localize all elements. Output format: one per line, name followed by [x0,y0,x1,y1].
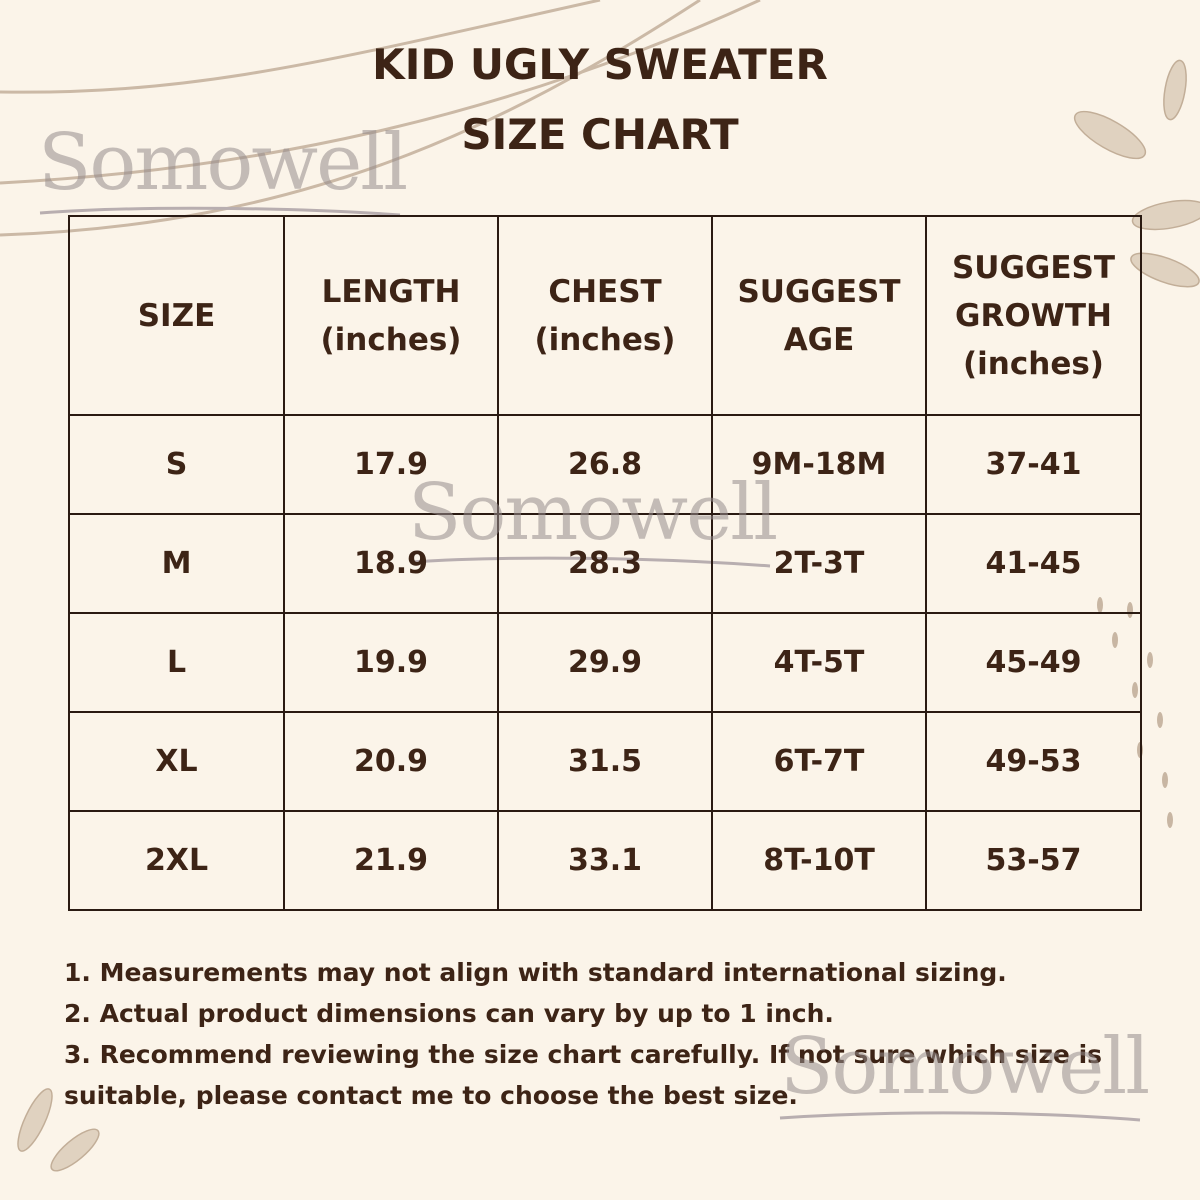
title-line-2: SIZE CHART [461,110,739,159]
cell-chest: 28.3 [497,513,713,614]
cell-growth: 41-45 [925,513,1142,614]
cell-growth: 49-53 [925,711,1142,812]
header-growth: SUGGEST GROWTH (inches) [925,215,1142,416]
cell-chest: 31.5 [497,711,713,812]
cell-length: 20.9 [283,711,499,812]
cell-size: S [68,414,285,515]
cell-size: 2XL [68,810,285,911]
cell-length: 21.9 [283,810,499,911]
cell-size: L [68,612,285,713]
table-row: M 18.9 28.3 2T-3T 41-45 [68,513,1142,614]
notes: 1. Measurements may not align with stand… [64,952,1154,1116]
note-3: 3. Recommend reviewing the size chart ca… [64,1040,1103,1110]
cell-size: M [68,513,285,614]
watermark: Somowell [408,468,778,558]
note-1: 1. Measurements may not align with stand… [64,958,1007,987]
cell-growth: 37-41 [925,414,1142,515]
size-table: SIZE LENGTH (inches) CHEST (inches) SUGGES… [68,215,1142,911]
cell-age: 9M-18M [711,414,927,515]
header-length: LENGTH (inches) [283,215,499,416]
header-age: SUGGEST AGE [711,215,927,416]
table-row: L 19.9 29.9 4T-5T 45-49 [68,612,1142,713]
table-row: 2XL 21.9 33.1 8T-10T 53-57 [68,810,1142,911]
cell-length: 17.9 [283,414,499,515]
cell-size: XL [68,711,285,812]
note-2: 2. Actual product dimensions can vary by… [64,999,834,1028]
title-line-1: KID UGLY SWEATER [372,40,828,89]
cell-age: 6T-7T [711,711,927,812]
cell-length: 19.9 [283,612,499,713]
table-row: S 17.9 26.8 9M-18M 37-41 [68,414,1142,515]
header-chest: CHEST (inches) [497,215,713,416]
cell-chest: 26.8 [497,414,713,515]
watermark: Somowell [38,118,408,208]
cell-chest: 29.9 [497,612,713,713]
table-row: XL 20.9 31.5 6T-7T 49-53 [68,711,1142,812]
cell-age: 2T-3T [711,513,927,614]
watermark: Somowell [780,1022,1150,1112]
cell-growth: 45-49 [925,612,1142,713]
header-size: SIZE [68,215,285,416]
cell-growth: 53-57 [925,810,1142,911]
cell-age: 4T-5T [711,612,927,713]
header-row: SIZE LENGTH (inches) CHEST (inches) SUGGES… [68,215,1142,416]
cell-length: 18.9 [283,513,499,614]
cell-chest: 33.1 [497,810,713,911]
cell-age: 8T-10T [711,810,927,911]
